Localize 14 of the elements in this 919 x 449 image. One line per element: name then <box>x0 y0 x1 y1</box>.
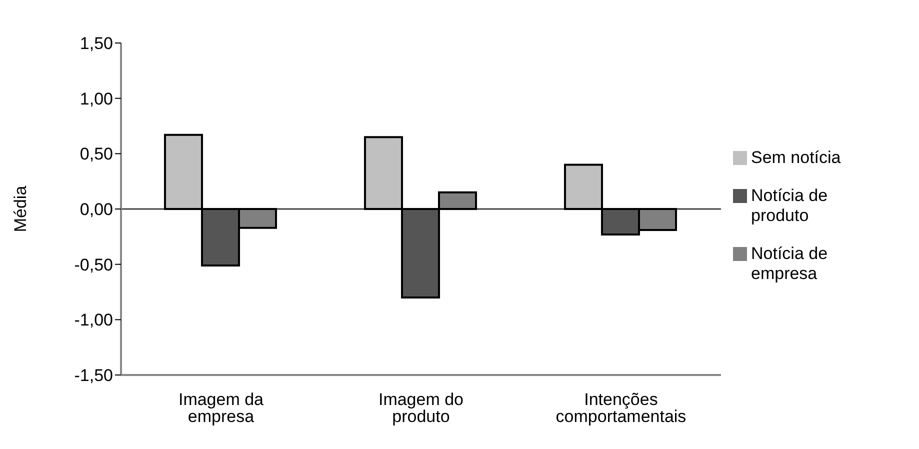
y-axis-title: Média <box>11 185 30 232</box>
legend-label: Notícia de produto <box>751 186 829 226</box>
legend-label: Notícia de empresa <box>751 244 829 284</box>
legend-label: Sem notícia <box>751 148 842 168</box>
x-tick-label: Imagem da empresa <box>178 390 264 426</box>
y-tick-label: 0,00 <box>80 200 113 220</box>
y-tick-label: -0,50 <box>74 255 113 274</box>
y-tick-label: -1,50 <box>74 366 113 386</box>
x-tick-label: Intenções comportamentais <box>556 390 686 426</box>
x-tick-label: Imagem do produto <box>378 390 464 426</box>
y-tick-label: -1,00 <box>74 310 113 330</box>
y-tick-label: 1,50 <box>80 34 113 54</box>
y-tick-label: 1,00 <box>80 89 113 108</box>
y-tick-label: 0,50 <box>80 144 113 164</box>
